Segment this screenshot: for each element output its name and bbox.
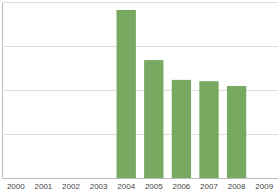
x-tick-label: 2007 — [200, 182, 218, 191]
grid-line — [2, 178, 278, 179]
x-tick: 2005 — [145, 178, 163, 191]
x-tick: 2008 — [228, 178, 246, 191]
y-tick — [2, 2, 278, 3]
x-tick: 2006 — [173, 178, 191, 191]
bar — [227, 86, 246, 178]
plot: 2000 2001 2002 2003 2004 2005 2006 2007 2008 2009 — [2, 3, 279, 191]
bars — [117, 10, 247, 178]
y-axis-line — [3, 3, 279, 179]
x-tick-label: 2009 — [255, 182, 273, 191]
x-tick-label: 2002 — [62, 182, 80, 191]
x-tick-label: 2004 — [117, 182, 135, 191]
x-tick-label: 2001 — [35, 182, 53, 191]
bar — [117, 10, 136, 178]
x-tick-label: 2005 — [145, 182, 163, 191]
y-axis — [2, 3, 278, 179]
x-tick-label: 2000 — [7, 182, 25, 191]
bar — [144, 60, 163, 178]
x-tick-label: 2008 — [228, 182, 246, 191]
x-tick: 2003 — [90, 178, 108, 191]
x-tick-label: 2003 — [90, 182, 108, 191]
chart: 2000 2001 2002 2003 2004 2005 2006 2007 2008 2009 — [0, 0, 280, 195]
y-tick — [2, 46, 278, 47]
x-tick: 2000 — [7, 178, 25, 191]
x-axis-line — [3, 178, 279, 179]
bar — [172, 80, 191, 178]
bar — [199, 81, 218, 178]
x-axis: 2000 2001 2002 2003 2004 2005 2006 2007 2008 2009 — [3, 178, 279, 191]
x-tick: 2001 — [35, 178, 53, 191]
x-tick: 2009 — [255, 178, 273, 191]
x-tick: 2004 — [117, 178, 135, 191]
x-tick: 2002 — [62, 178, 80, 191]
grid-line — [2, 2, 278, 3]
y-tick — [2, 178, 278, 179]
x-tick-label: 2006 — [173, 182, 191, 191]
x-tick: 2007 — [200, 178, 218, 191]
grid-line — [2, 46, 278, 47]
